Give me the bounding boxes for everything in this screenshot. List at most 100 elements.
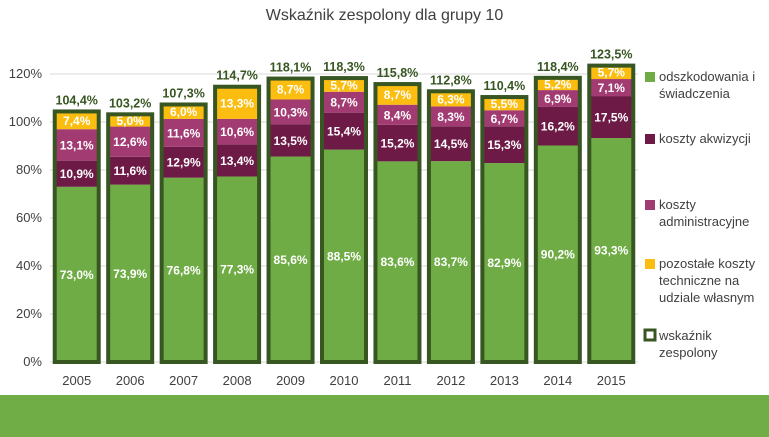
- bar-segment-pozostale: [589, 65, 634, 80]
- bar-segment-pozostale: [161, 104, 206, 119]
- bar-segment-akwizycji: [215, 144, 260, 177]
- bar-segment-administracyjne: [535, 90, 580, 107]
- data-label-odszkodowania: 82,9%: [487, 256, 521, 270]
- y-tick-label: 20%: [16, 306, 42, 321]
- x-tick-label: 2013: [490, 373, 519, 388]
- data-label-pozostale: 5,0%: [117, 114, 145, 128]
- bar-segment-pozostale: [428, 91, 473, 107]
- data-label-administracyjne: 10,3%: [274, 105, 308, 119]
- data-label-akwizycji: 15,2%: [380, 137, 414, 151]
- bar-segment-administracyjne: [322, 91, 366, 113]
- data-label-akwizycji: 13,5%: [274, 134, 308, 148]
- data-label-akwizycji: 15,4%: [327, 125, 361, 139]
- x-tick-label: 2008: [223, 373, 252, 388]
- x-tick-label: 2014: [543, 373, 572, 388]
- x-tick-label: 2015: [597, 373, 626, 388]
- bar-segment-odszkodowania: [482, 163, 527, 362]
- data-label-administracyjne: 11,6%: [167, 126, 201, 140]
- y-tick-label: 40%: [16, 258, 42, 273]
- bar-segment-pozostale: [54, 111, 99, 130]
- data-label-odszkodowania: 93,3%: [594, 244, 628, 258]
- bottom-band: [0, 395, 769, 437]
- legend-swatch-administracyjne: [645, 200, 655, 210]
- wskaznik-outline: [320, 76, 368, 365]
- bar-segment-pozostale: [482, 97, 527, 111]
- data-label-odszkodowania: 88,5%: [327, 249, 361, 263]
- bar-segment-odszkodowania: [535, 145, 580, 362]
- bar-segment-akwizycji: [428, 126, 473, 162]
- data-label-akwizycji: 15,3%: [487, 138, 521, 152]
- data-label-administracyjne: 6,7%: [491, 112, 519, 126]
- x-tick-label: 2005: [62, 373, 91, 388]
- bar-segment-pozostale: [322, 78, 366, 92]
- data-label-administracyjne: 8,3%: [437, 110, 465, 124]
- wskaznik-label: 107,3%: [162, 86, 204, 100]
- x-tick-label: 2012: [436, 373, 465, 388]
- data-label-akwizycji: 16,2%: [541, 120, 575, 134]
- wskaznik-label: 123,5%: [590, 48, 632, 62]
- data-label-pozostale: 5,5%: [491, 97, 519, 111]
- x-tick-label: 2010: [330, 373, 359, 388]
- bar-segment-administracyjne: [428, 106, 473, 127]
- bar-segment-odszkodowania: [108, 184, 153, 362]
- data-label-akwizycji: 11,6%: [113, 164, 147, 178]
- legend-label: świadczenia: [659, 86, 731, 101]
- data-label-administracyjne: 6,9%: [544, 92, 572, 106]
- x-tick-label: 2007: [169, 373, 198, 388]
- data-label-odszkodowania: 83,6%: [380, 255, 414, 269]
- y-tick-label: 60%: [16, 210, 42, 225]
- y-tick-label: 120%: [9, 66, 43, 81]
- data-label-odszkodowania: 73,0%: [60, 268, 94, 282]
- bar-segment-odszkodowania: [54, 186, 99, 362]
- wskaznik-label: 118,3%: [323, 60, 365, 74]
- legend-swatch-pozostale: [645, 259, 655, 269]
- wskaznik-label: 112,8%: [430, 73, 472, 87]
- bar-segment-odszkodowania: [268, 156, 313, 362]
- data-label-administracyjne: 10,6%: [220, 125, 254, 139]
- x-tick-label: 2011: [383, 373, 411, 388]
- data-label-odszkodowania: 90,2%: [541, 247, 575, 261]
- bar-segment-odszkodowania: [322, 149, 366, 362]
- bar-segment-pozostale: [268, 78, 313, 100]
- bar-segment-pozostale: [535, 77, 580, 91]
- data-label-pozostale: 6,0%: [170, 105, 198, 119]
- bar-segment-administracyjne: [54, 129, 99, 161]
- legend-swatch-odszkodowania: [645, 72, 655, 82]
- wskaznik-label: 118,4%: [537, 60, 579, 74]
- bar-segment-administracyjne: [268, 99, 313, 125]
- wskaznik-outline: [213, 84, 262, 364]
- wskaznik-outline: [52, 109, 101, 364]
- bar-segment-akwizycji: [375, 124, 420, 162]
- wskaznik-label: 118,1%: [270, 61, 312, 75]
- bar-segment-administracyjne: [482, 110, 527, 127]
- data-label-pozostale: 5,2%: [544, 77, 572, 91]
- bar-segment-odszkodowania: [375, 161, 420, 362]
- data-label-odszkodowania: 85,6%: [274, 253, 308, 267]
- bar-segment-administracyjne: [215, 118, 260, 145]
- legend-label: odszkodowania i: [659, 69, 755, 84]
- y-tick-label: 0%: [23, 354, 42, 369]
- wskaznik-label: 114,7%: [216, 69, 258, 83]
- legend-label: administracyjne: [659, 214, 749, 229]
- chart-title: Wskaźnik zespolony dla grupy 10: [265, 7, 504, 24]
- bar-segment-akwizycji: [482, 126, 527, 164]
- wskaznik-label: 110,4%: [484, 79, 526, 93]
- legend-label: koszty akwizycji: [659, 131, 751, 146]
- bar-segment-administracyjne: [375, 104, 420, 125]
- legend-label: zespolony: [659, 345, 718, 360]
- data-label-akwizycji: 17,5%: [594, 111, 628, 125]
- data-label-pozostale: 5,7%: [598, 66, 626, 80]
- legend-swatch-akwizycji: [645, 134, 655, 144]
- wskaznik-label: 104,4%: [56, 93, 98, 107]
- data-label-akwizycji: 14,5%: [434, 137, 468, 151]
- legend-label: koszty: [659, 197, 696, 212]
- legend-label: techniczne na: [659, 273, 740, 288]
- bar-segment-akwizycji: [108, 156, 153, 185]
- bar-segment-odszkodowania: [428, 161, 473, 362]
- bar-segment-akwizycji: [589, 96, 634, 139]
- legend-swatch-wskaznik: [643, 328, 657, 342]
- bar-segment-pozostale: [108, 114, 153, 127]
- data-label-administracyjne: 8,7%: [330, 96, 358, 110]
- wskaznik-outline: [480, 95, 529, 364]
- bar-segment-akwizycji: [535, 106, 580, 146]
